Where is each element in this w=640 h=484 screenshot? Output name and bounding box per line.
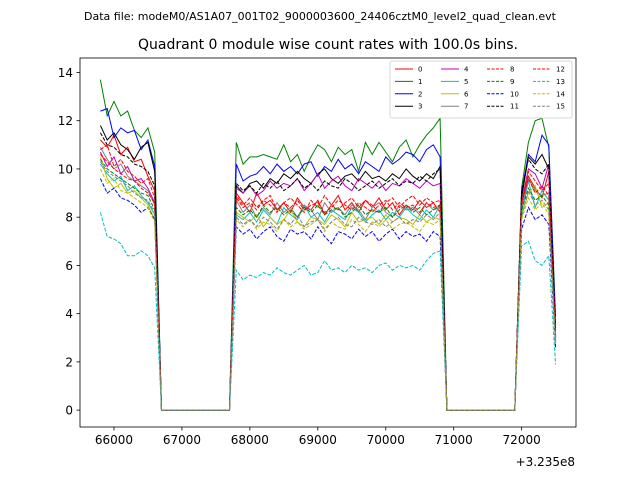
legend-label-1: 1 bbox=[418, 78, 422, 86]
chart-title: Quadrant 0 module wise count rates with … bbox=[138, 37, 518, 53]
y-tick-label: 4 bbox=[65, 307, 73, 321]
suptitle: Data file: modeM0/AS1A07_001T02_90000036… bbox=[84, 10, 557, 23]
legend-label-13: 13 bbox=[556, 78, 565, 86]
legend-label-4: 4 bbox=[464, 66, 469, 74]
legend-label-11: 11 bbox=[510, 103, 519, 111]
x-offset-label: +3.235e8 bbox=[516, 455, 575, 469]
y-tick-label: 6 bbox=[65, 259, 73, 273]
legend-label-9: 9 bbox=[510, 78, 514, 86]
x-tick-label: 69000 bbox=[299, 433, 337, 447]
plot-lines bbox=[99, 79, 557, 411]
x-tick-label: 71000 bbox=[435, 433, 473, 447]
axes-frame bbox=[79, 57, 577, 428]
y-tick-label: 12 bbox=[58, 114, 73, 128]
y-tick-label: 0 bbox=[65, 404, 73, 418]
legend-label-12: 12 bbox=[556, 66, 565, 74]
legend-label-14: 14 bbox=[556, 90, 565, 98]
axes: 66000 67000 68000 69000 70000 71000 72000 0 2 4 6 8… bbox=[58, 57, 577, 447]
y-tick-label: 10 bbox=[58, 162, 73, 176]
legend-label-10: 10 bbox=[510, 90, 519, 98]
legend-label-5: 5 bbox=[464, 78, 468, 86]
x-tick-label: 68000 bbox=[231, 433, 269, 447]
y-tick-label: 2 bbox=[65, 355, 73, 369]
x-tick-label: 72000 bbox=[503, 433, 541, 447]
x-tick-label: 67000 bbox=[163, 433, 201, 447]
legend-label-8: 8 bbox=[510, 66, 514, 74]
legend-label-3: 3 bbox=[418, 103, 422, 111]
y-tick-label: 14 bbox=[58, 66, 73, 80]
legend-label-6: 6 bbox=[464, 90, 469, 98]
series-line-15 bbox=[99, 161, 557, 411]
legend-label-0: 0 bbox=[418, 66, 422, 74]
y-tick-label: 8 bbox=[65, 211, 73, 225]
legend-label-15: 15 bbox=[556, 103, 565, 111]
legend-label-2: 2 bbox=[418, 90, 422, 98]
x-tick-label: 66000 bbox=[95, 433, 133, 447]
legend-label-7: 7 bbox=[464, 103, 468, 111]
legend-box bbox=[389, 60, 573, 119]
x-tick-label: 70000 bbox=[367, 433, 405, 447]
